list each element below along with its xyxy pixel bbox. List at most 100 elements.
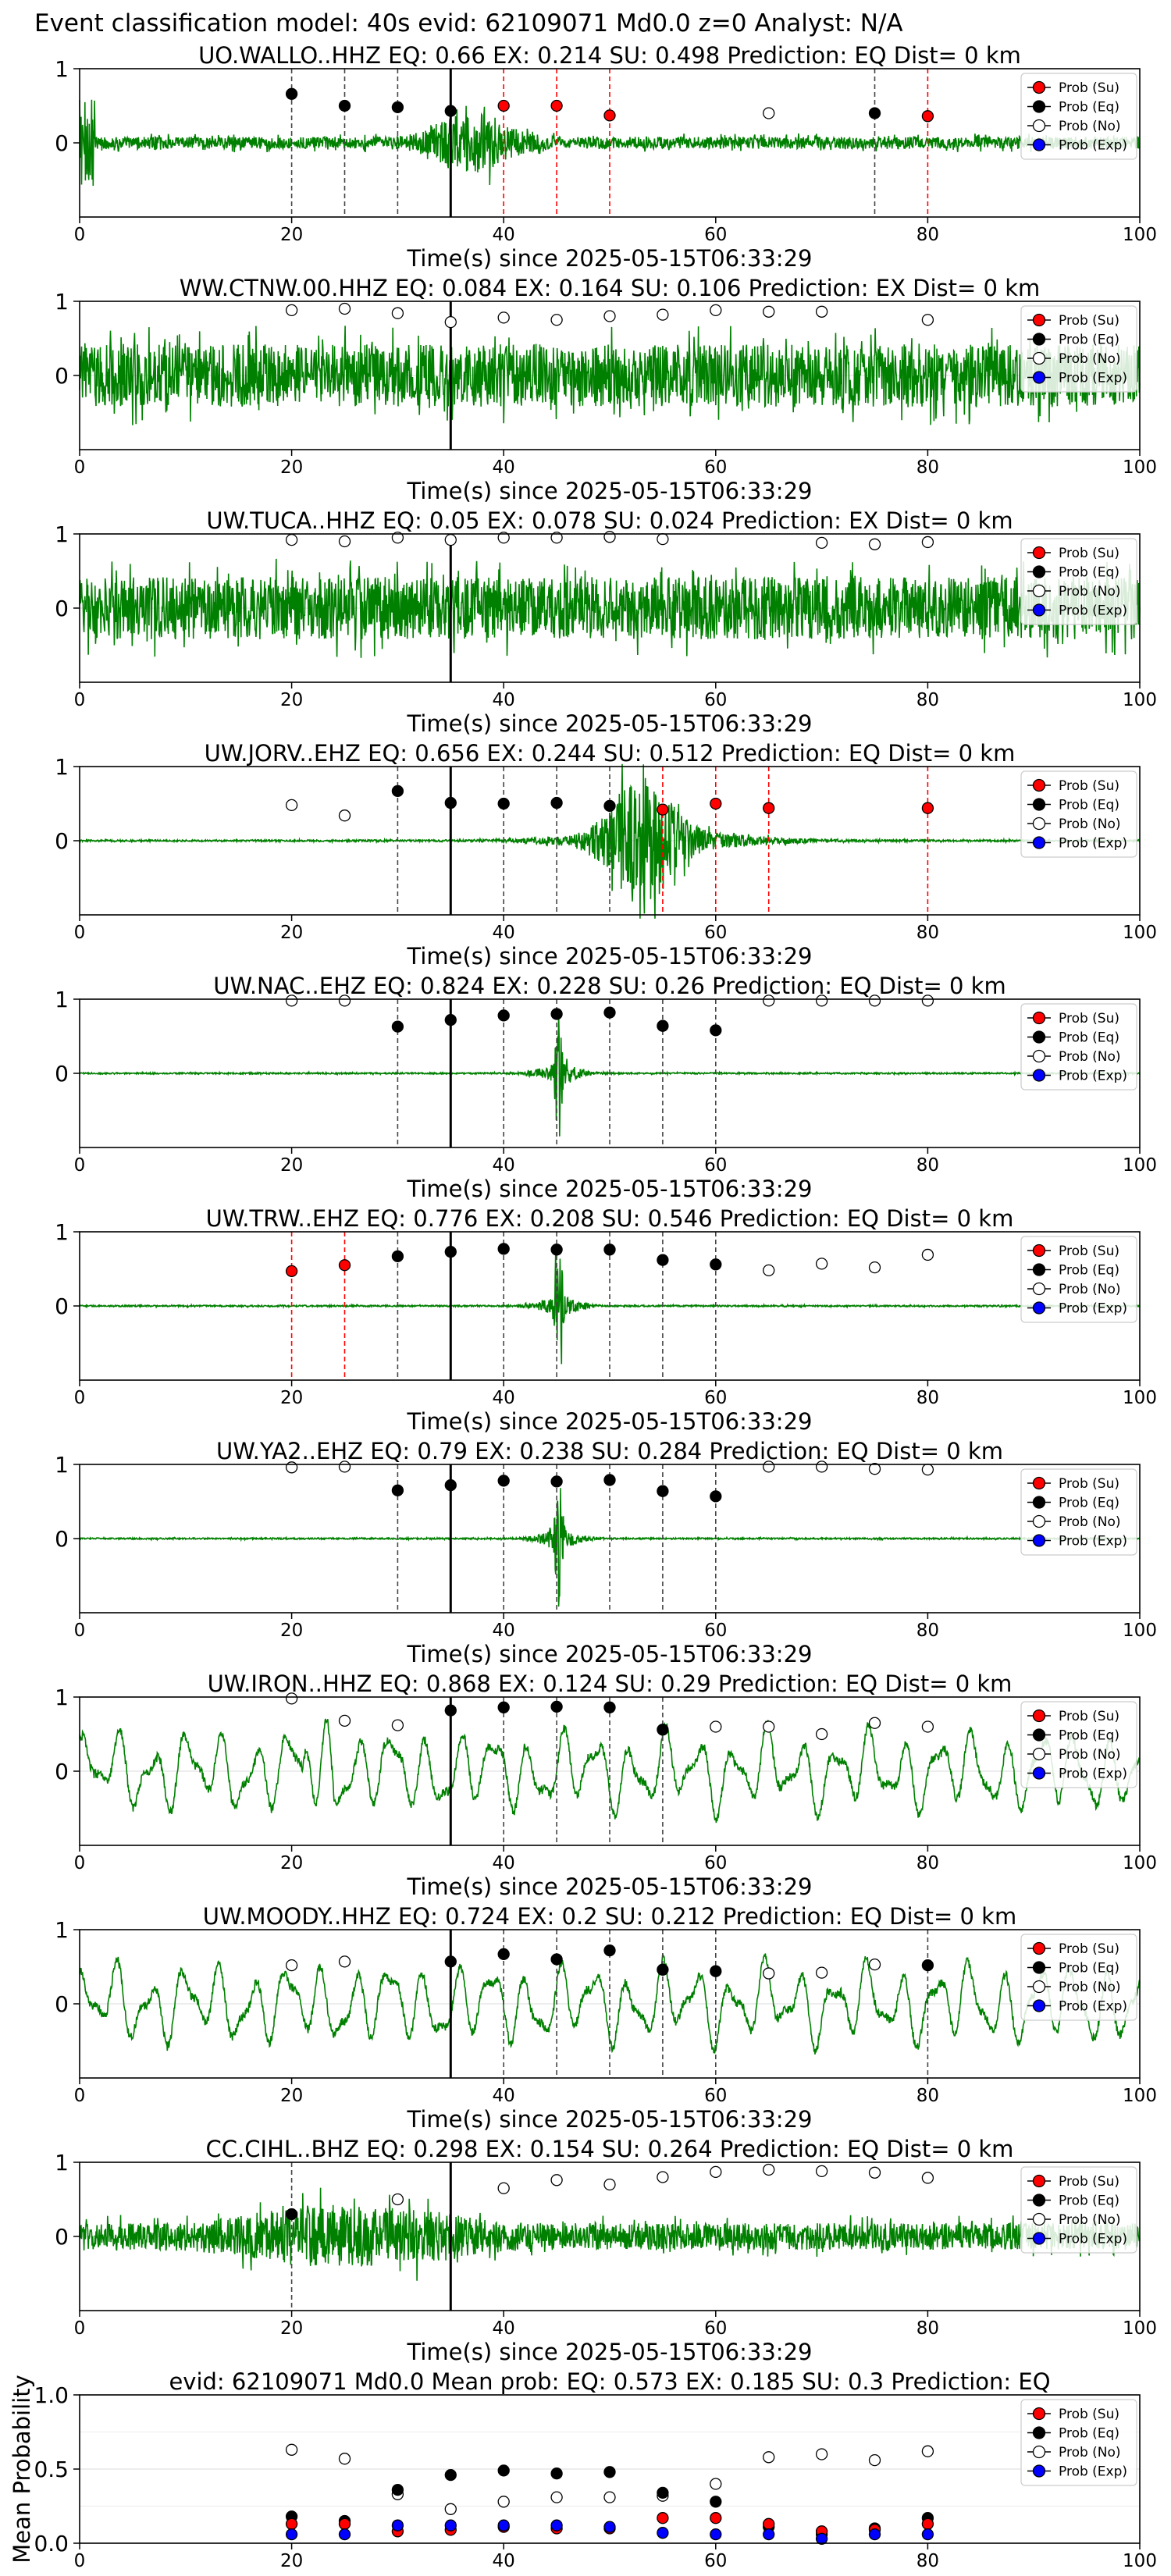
legend-label-eq: Prob (Eq): [1059, 565, 1119, 581]
x-tick-label: 80: [917, 457, 939, 478]
x-tick-label: 60: [704, 2318, 727, 2339]
legend: Prob (Su) Prob (Eq) Prob (No) Prob (Exp): [1020, 73, 1137, 160]
x-tick-label: 60: [704, 1155, 727, 1176]
legend-frame: [1020, 1236, 1137, 1323]
x-tick-label: 20: [280, 2318, 303, 2339]
prob-marker-eq: [657, 1019, 669, 1032]
x-tick-label: 100: [1123, 690, 1157, 710]
prob-marker-no: [285, 799, 298, 812]
x-tick-label: 40: [493, 690, 515, 710]
mean-prob-marker-no: [285, 2443, 298, 2456]
y-tick-label: 1: [55, 2150, 69, 2176]
x-tick-label: 60: [704, 1621, 727, 1641]
prob-marker-no: [550, 532, 563, 544]
legend-label-eq: Prob (Eq): [1059, 100, 1119, 116]
prob-marker-eq: [603, 1944, 616, 1957]
y-tick-label: 0: [55, 130, 69, 156]
prob-marker-su: [710, 797, 722, 810]
x-axis-label: Time(s) since 2025-05-15T06:33:29: [407, 1641, 813, 1667]
prob-marker-eq: [710, 1258, 722, 1271]
mean-prob-marker-su: [338, 2517, 351, 2530]
legend-label-eq: Prob (Eq): [1059, 1961, 1119, 1976]
legend-frame: [1020, 1468, 1137, 1556]
prob-marker-eq: [497, 1701, 510, 1713]
legend-marker-no: [1032, 1049, 1046, 1063]
x-tick-label: 40: [493, 923, 515, 943]
prob-marker-eq: [338, 99, 351, 112]
legend-label-exp: Prob (Exp): [1059, 1069, 1127, 1084]
prob-marker-no: [868, 2166, 881, 2179]
prob-marker-no: [391, 307, 404, 319]
mean-prob-marker-exp: [921, 2528, 934, 2541]
mean-prob-marker-no: [497, 2496, 510, 2508]
prob-marker-su: [921, 110, 934, 123]
legend-label-no: Prob (No): [1059, 1747, 1121, 1763]
x-tick-label: 20: [280, 2086, 303, 2106]
legend-label-su: Prob (Su): [1059, 1476, 1119, 1492]
legend: Prob (Su) Prob (Eq) Prob (No) Prob (Exp): [1020, 2166, 1137, 2254]
prob-marker-no: [921, 994, 934, 1007]
prob-marker-no: [815, 1258, 828, 1270]
y-tick-label: 0: [55, 596, 69, 621]
mean-prob-marker-exp: [657, 2527, 669, 2539]
legend-marker-su: [1032, 1476, 1046, 1490]
x-axis-label: Time(s) since 2025-05-15T06:33:29: [407, 710, 813, 737]
x-tick-label: 40: [493, 1621, 515, 1641]
panel-title: UW.NAC..EHZ EQ: 0.824 EX: 0.228 SU: 0.26…: [213, 973, 1005, 999]
chart-panel-10: 0.0 0.5 1.0 0 20 40 60 80 100 evid: 62109071 Md0.…: [9, 2368, 1157, 2571]
prob-marker-eq: [391, 1020, 404, 1033]
x-tick-label: 0: [74, 1853, 86, 1873]
x-tick-label: 80: [917, 1155, 939, 1176]
prob-marker-eq: [710, 1490, 722, 1503]
prob-marker-eq: [444, 105, 457, 117]
prob-marker-su: [763, 802, 775, 814]
prob-marker-no: [763, 1967, 775, 1980]
prob-marker-eq: [497, 1948, 510, 1961]
y-tick-label: 0.0: [34, 2531, 69, 2556]
legend-label-su: Prob (Su): [1059, 80, 1119, 96]
legend: Prob (Su) Prob (Eq) Prob (No) Prob (Exp): [1020, 1236, 1137, 1323]
x-tick-label: 20: [280, 1155, 303, 1176]
mean-prob-marker-no: [338, 2453, 351, 2465]
legend-label-eq: Prob (Eq): [1059, 2194, 1119, 2209]
prob-marker-no: [657, 2171, 669, 2183]
prob-marker-no: [285, 533, 298, 546]
mean-prob-marker-exp: [868, 2528, 881, 2541]
legend-marker-su: [1032, 313, 1046, 327]
x-tick-label: 60: [704, 225, 727, 245]
y-tick-label: 0: [55, 1759, 69, 1784]
page-title: Event classification model: 40s evid: 62…: [34, 9, 903, 37]
waveform-trace: [79, 2187, 1141, 2281]
y-tick-label: 0: [55, 1061, 69, 1087]
legend-label-exp: Prob (Exp): [1059, 371, 1127, 386]
prob-marker-no: [763, 1720, 775, 1733]
prob-marker-no: [921, 1248, 934, 1261]
prob-marker-no: [763, 1264, 775, 1277]
x-tick-label: 20: [280, 923, 303, 943]
prob-marker-no: [868, 1958, 881, 1971]
prob-marker-eq: [444, 796, 457, 809]
panel-title: UW.JORV..EHZ EQ: 0.656 EX: 0.244 SU: 0.5…: [205, 740, 1016, 767]
prob-marker-eq: [391, 1484, 404, 1496]
x-tick-label: 0: [74, 1388, 86, 1408]
x-tick-label: 100: [1123, 2086, 1157, 2106]
prob-marker-no: [338, 302, 351, 315]
prob-marker-no: [763, 305, 775, 318]
x-tick-label: 20: [280, 1621, 303, 1641]
mean-prob-marker-no: [710, 2478, 722, 2490]
prob-marker-no: [657, 533, 669, 546]
x-tick-label: 20: [280, 457, 303, 478]
x-tick-label: 0: [74, 225, 86, 245]
prob-marker-no: [285, 994, 298, 1007]
mean-prob-marker-no: [815, 2448, 828, 2460]
legend: Prob (Su) Prob (Eq) Prob (No) Prob (Exp): [1020, 1934, 1137, 2021]
prob-marker-no: [868, 538, 881, 550]
x-tick-label: 100: [1123, 923, 1157, 943]
prob-marker-eq: [921, 1959, 934, 1972]
mean-prob-marker-exp: [815, 2532, 828, 2545]
x-tick-label: 100: [1123, 457, 1157, 478]
legend-marker-eq: [1032, 2194, 1046, 2207]
prob-marker-no: [497, 532, 510, 544]
